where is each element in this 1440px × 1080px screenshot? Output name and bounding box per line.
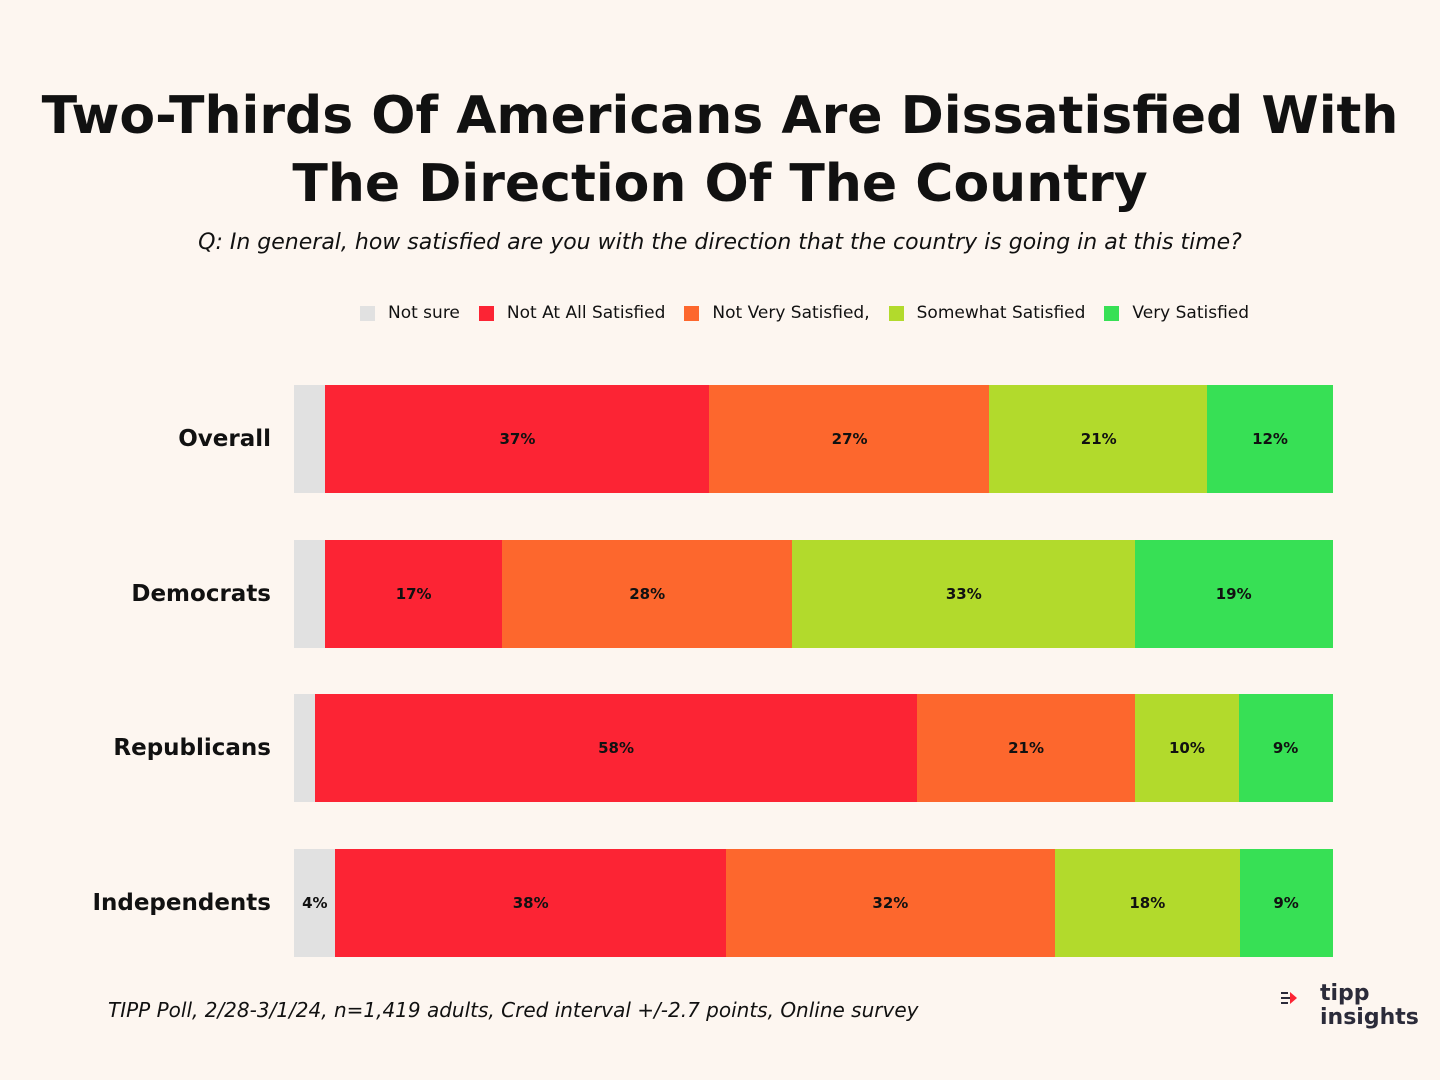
legend-swatch: [888, 305, 904, 321]
bar-segment-somewhat-satisfied: 21%: [989, 385, 1209, 493]
bar-segment-not-at-all-satisfied: 38%: [335, 849, 727, 957]
legend-item-not-at-all-satisfied: Not At All Satisfied: [478, 303, 666, 323]
legend-swatch: [684, 305, 700, 321]
logo-arrow-icon: [1281, 992, 1297, 1004]
legend-item-not-very-satisfied: Not Very Satisfied,: [684, 303, 870, 323]
bar-segment-very-satisfied: 9%: [1239, 849, 1333, 957]
bar-segment-not-sure: 4%: [294, 849, 336, 957]
bar-segment-not-at-all-satisfied: 17%: [325, 540, 503, 648]
legend-item-not-sure: Not sure: [360, 303, 460, 323]
chart-legend: Not sure Not At All Satisfied Not Very Sat…: [360, 301, 1268, 325]
survey-question: Q: In general, how satisfied are you wit…: [198, 230, 1242, 255]
bar-segment-not-sure: [294, 540, 326, 648]
bar-segment-very-satisfied: 19%: [1134, 540, 1333, 648]
bar-row-independents: 4% 38% 32% 18% 9%: [294, 849, 1333, 957]
source-footnote: TIPP Poll, 2/28-3/1/24, n=1,419 adults, …: [108, 998, 919, 1022]
category-label-democrats: Democrats: [131, 581, 271, 607]
bar-segment-not-at-all-satisfied: 37%: [325, 385, 710, 493]
legend-swatch: [1104, 305, 1120, 321]
legend-label: Not sure: [388, 303, 460, 323]
bar-segment-somewhat-satisfied: 33%: [792, 540, 1136, 648]
bar-segment-not-very-satisfied: 27%: [709, 385, 991, 493]
logo-text-insights: insights: [1320, 1005, 1419, 1030]
legend-swatch: [478, 305, 494, 321]
legend-label: Not At All Satisfied: [506, 303, 666, 323]
category-label-republicans: Republicans: [113, 735, 271, 761]
bar-segment-very-satisfied: 12%: [1207, 385, 1333, 493]
legend-label: Very Satisfied: [1132, 303, 1250, 323]
legend-item-somewhat-satisfied: Somewhat Satisfied: [888, 303, 1086, 323]
bar-segment-not-sure: [294, 385, 326, 493]
bar-segment-not-very-satisfied: 28%: [501, 540, 793, 648]
legend-label: Not Very Satisfied,: [712, 303, 870, 323]
bar-row-republicans: 58% 21% 10% 9%: [294, 694, 1333, 802]
legend-swatch: [360, 305, 375, 321]
bar-segment-somewhat-satisfied: 18%: [1054, 849, 1241, 957]
logo-text-tipp: tipp: [1320, 981, 1370, 1006]
bar-segment-not-sure: [294, 694, 316, 802]
category-label-overall: Overall: [178, 426, 271, 452]
bar-segment-very-satisfied: 9%: [1238, 694, 1333, 802]
bar-row-overall: 37% 27% 21% 12%: [294, 385, 1333, 493]
bar-row-democrats: 17% 28% 33% 19%: [294, 540, 1333, 648]
category-label-independents: Independents: [92, 890, 271, 916]
bar-segment-not-very-satisfied: 32%: [725, 849, 1056, 957]
legend-item-very-satisfied: Very Satisfied: [1104, 303, 1249, 323]
bar-segment-somewhat-satisfied: 10%: [1134, 694, 1240, 802]
logo-text: tipp insights: [1298, 982, 1419, 1030]
chart-title-line-2: The Direction Of The Country: [292, 154, 1148, 214]
chart-title: Two-Thirds Of Americans Are Dissatisfied…: [0, 82, 1440, 218]
chart-title-line-1: Two-Thirds Of Americans Are Dissatisfied…: [41, 86, 1399, 146]
tipp-insights-logo: tipp insights: [1280, 982, 1425, 1036]
legend-label: Somewhat Satisfied: [916, 303, 1086, 323]
bar-segment-not-very-satisfied: 21%: [916, 694, 1136, 802]
bar-segment-not-at-all-satisfied: 58%: [314, 694, 918, 802]
